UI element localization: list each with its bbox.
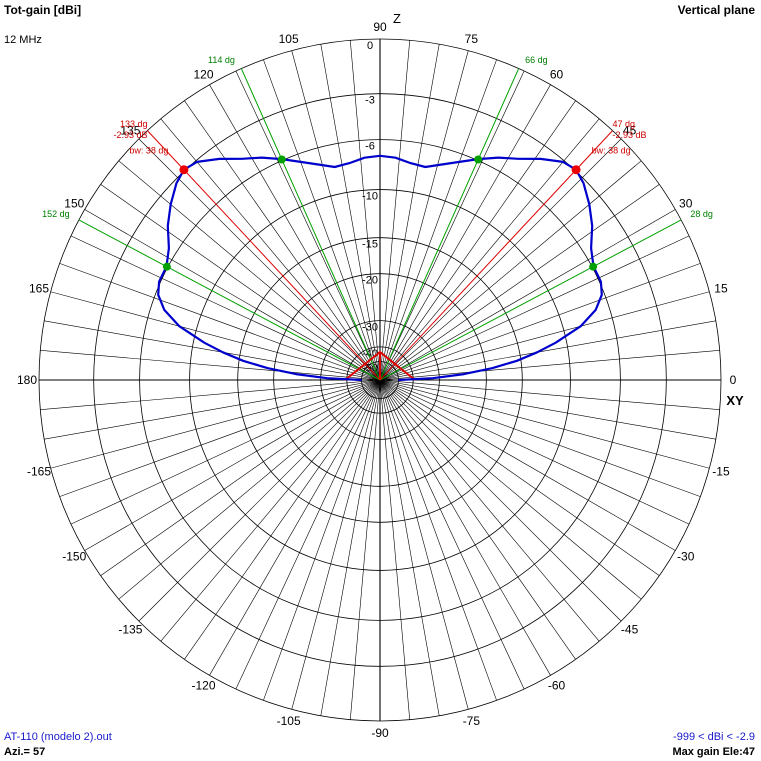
gain-range-label: -999 < dBi < -2.9 <box>673 731 755 743</box>
angle-tick-label: 45 <box>623 123 637 137</box>
angle-tick-label: 90 <box>373 20 387 34</box>
beamwidth-point <box>162 262 171 271</box>
angle-tick-label: 180 <box>17 373 37 387</box>
pattern-trace <box>157 154 603 382</box>
angle-tick-label: -15 <box>712 464 730 478</box>
beamwidth-label: 114 dg <box>208 55 235 65</box>
angle-tick-label: 60 <box>550 67 564 81</box>
angle-tick-label: -105 <box>277 714 301 728</box>
radial-tick-label: -30 <box>362 322 378 334</box>
main-lobe-label: -2.93 dB <box>612 130 646 140</box>
beamwidth-point <box>277 155 286 164</box>
angle-tick-label: 75 <box>465 32 479 46</box>
frequency-label: 12 MHz <box>4 34 42 46</box>
angle-tick-label: 135 <box>120 123 140 137</box>
filename-label: AT-110 (modelo 2).out <box>4 731 112 743</box>
max-gain-point <box>571 165 581 175</box>
angle-tick-label: 0 <box>730 373 737 387</box>
radial-tick-label: -3 <box>365 95 375 107</box>
angle-tick-label: -150 <box>62 550 86 564</box>
beamwidth-label: 28 dg <box>690 209 713 219</box>
angle-tick-label: -135 <box>118 623 142 637</box>
main-lobe-bw-label: bw: 38 dg <box>592 146 631 156</box>
angle-tick-label: 15 <box>714 282 728 296</box>
angle-tick-label: 165 <box>29 282 49 296</box>
angle-tick-label: -45 <box>621 623 639 637</box>
z-axis-label: Z <box>393 11 401 26</box>
max-gain-point <box>179 165 189 175</box>
beamwidth-line <box>379 219 682 381</box>
axis-labels: Z XY <box>393 11 744 408</box>
max-gain-label: Max gain Ele:47 <box>672 746 755 758</box>
beamwidth-label: 66 dg <box>525 55 548 65</box>
chart-title: Tot-gain [dBi] <box>4 3 82 17</box>
azimuth-label: Azi.= 57 <box>4 746 46 758</box>
radial-tick-label: -15 <box>362 239 378 251</box>
angle-tick-label: -60 <box>548 679 566 693</box>
xy-axis-label: XY <box>726 393 744 408</box>
radial-tick-label: -10 <box>362 191 378 203</box>
angle-tick-label: 120 <box>193 67 213 81</box>
beamwidth-line <box>240 68 381 381</box>
radial-tick-labels: 0-3-6-10-15-20-30-40-50 <box>362 40 378 374</box>
main-lobe-label: -2.93 dB <box>113 130 147 140</box>
angle-tick-label: 150 <box>64 197 84 211</box>
radial-tick-label: 0 <box>367 40 373 52</box>
radial-tick-label: -6 <box>365 141 375 153</box>
gain-pattern <box>157 154 603 382</box>
beamwidth-line <box>78 219 381 381</box>
main-lobe-label: 133 dg <box>120 119 148 129</box>
angle-tick-label: -120 <box>191 679 215 693</box>
angle-tick-label: -165 <box>27 464 51 478</box>
beamwidth-line <box>379 68 520 381</box>
main-lobe-label: 47 dg <box>612 119 635 129</box>
angle-tick-label: 30 <box>679 197 693 211</box>
angle-tick-label: -30 <box>677 550 695 564</box>
main-lobe-bw-label: bw: 38 dg <box>129 146 168 156</box>
angle-tick-label: -90 <box>371 726 389 740</box>
angle-tick-label: 105 <box>279 32 299 46</box>
plane-label: Vertical plane <box>677 3 755 17</box>
beamwidth-label: 152 dg <box>42 209 70 219</box>
angle-tick-labels: 0153045607590105120135150165180-165-150-… <box>17 20 737 740</box>
angle-tick-label: -75 <box>463 714 481 728</box>
radial-tick-label: -20 <box>362 275 378 287</box>
beamwidth-point <box>474 155 483 164</box>
beamwidth-point <box>589 262 598 271</box>
